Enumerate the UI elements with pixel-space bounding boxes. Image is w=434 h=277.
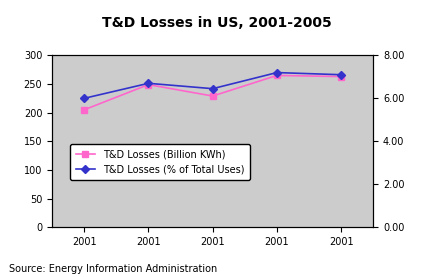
T&D Losses (Billion KWh) bbox=[339, 75, 344, 78]
Line: T&D Losses (% of Total Uses): T&D Losses (% of Total Uses) bbox=[82, 70, 344, 101]
Line: T&D Losses (Billion KWh): T&D Losses (Billion KWh) bbox=[82, 73, 344, 112]
T&D Losses (Billion KWh) bbox=[210, 94, 215, 98]
T&D Losses (% of Total Uses) bbox=[274, 71, 279, 74]
T&D Losses (% of Total Uses) bbox=[146, 82, 151, 85]
T&D Losses (% of Total Uses) bbox=[339, 73, 344, 76]
Legend: T&D Losses (Billion KWh), T&D Losses (% of Total Uses): T&D Losses (Billion KWh), T&D Losses (% … bbox=[70, 143, 250, 180]
T&D Losses (% of Total Uses) bbox=[210, 87, 215, 90]
T&D Losses (% of Total Uses) bbox=[82, 97, 87, 100]
Text: T&D Losses in US, 2001-2005: T&D Losses in US, 2001-2005 bbox=[102, 16, 332, 30]
T&D Losses (Billion KWh) bbox=[274, 74, 279, 77]
T&D Losses (Billion KWh) bbox=[146, 83, 151, 86]
Text: Source: Energy Information Administration: Source: Energy Information Administratio… bbox=[9, 264, 217, 274]
T&D Losses (Billion KWh) bbox=[82, 108, 87, 111]
